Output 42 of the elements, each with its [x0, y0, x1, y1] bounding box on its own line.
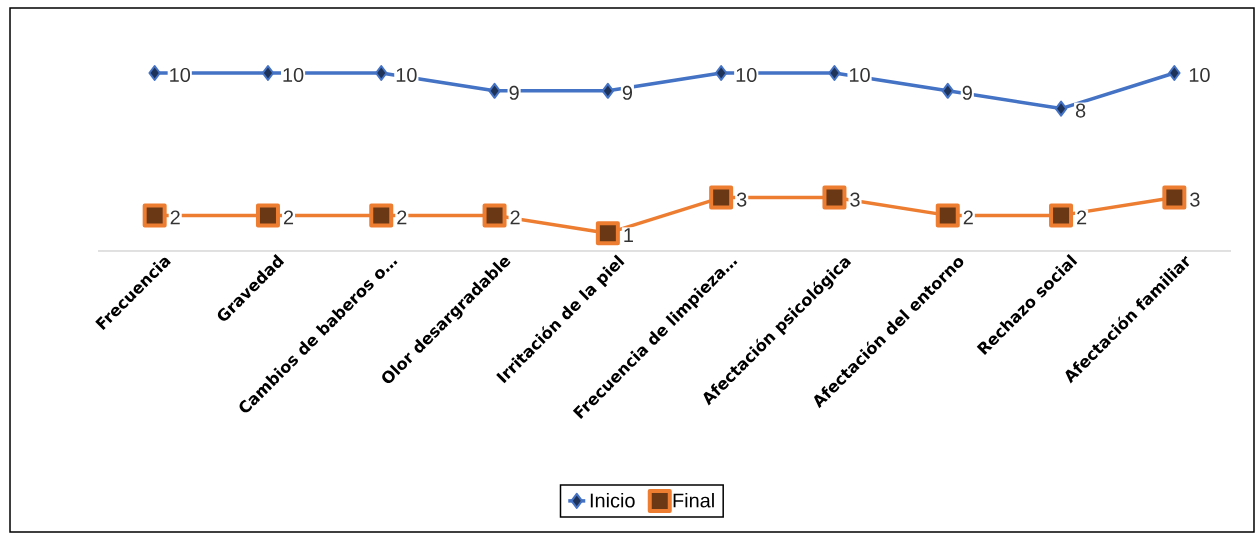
point	[595, 221, 620, 246]
data-label: 10	[1189, 67, 1210, 83]
data-label: 9	[509, 85, 519, 100]
point	[828, 64, 841, 81]
point	[822, 185, 847, 210]
data-label: 3	[736, 192, 747, 207]
data-label: 10	[283, 67, 304, 83]
point	[714, 64, 728, 81]
data-label: 2	[170, 210, 180, 225]
legend-label: Inicio	[590, 492, 635, 508]
data-label: 10	[170, 67, 191, 83]
data-label: 8	[1075, 103, 1086, 118]
data-label: 2	[283, 210, 294, 225]
point	[935, 203, 960, 228]
point	[255, 203, 280, 228]
data-label: 9	[962, 85, 972, 100]
point	[148, 64, 161, 81]
point	[482, 203, 507, 228]
data-label: 3	[1190, 192, 1200, 207]
point	[941, 82, 955, 99]
data-label: 1	[624, 228, 633, 243]
point	[1168, 64, 1181, 81]
data-label: 10	[849, 67, 870, 83]
data-label: 10	[396, 67, 417, 83]
point	[369, 203, 394, 228]
point	[261, 64, 275, 81]
data-label: 10	[736, 67, 757, 83]
point	[601, 82, 615, 99]
data-label: 2	[1077, 210, 1087, 225]
point	[142, 203, 167, 228]
point	[1049, 203, 1074, 228]
data-label: 2	[510, 210, 520, 225]
data-label: 3	[850, 192, 860, 207]
point	[709, 185, 734, 210]
data-label: 2	[963, 210, 973, 225]
point	[1054, 100, 1068, 117]
point	[488, 82, 501, 99]
legend-label: Final	[673, 492, 714, 508]
point	[1162, 185, 1187, 210]
data-label: 2	[397, 210, 407, 225]
data-label: 9	[622, 85, 632, 100]
point	[375, 64, 388, 81]
